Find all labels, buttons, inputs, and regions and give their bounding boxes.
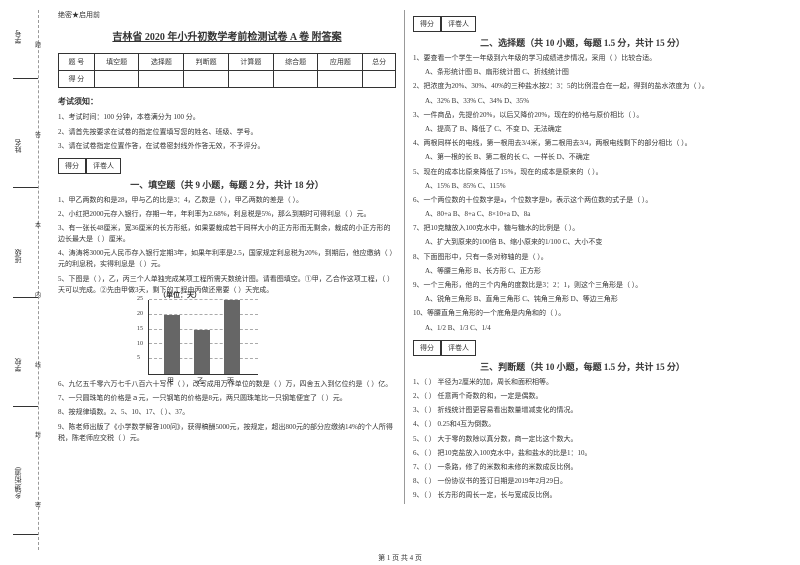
question: 4、两根同样长的电线，第一根用去3/4米，第二根用去3/4，两根电线剩下的部分相… xyxy=(413,138,752,149)
question: 10、等腰直角三角形的一个底角是内角和的（ ）。 xyxy=(413,308,752,319)
options: A、扩大到原来的100倍 B、缩小原来的1/100 C、大小不变 xyxy=(413,237,752,248)
options: A、提高了 B、降低了 C、不变 D、无法确定 xyxy=(413,124,752,135)
options: A、15% B、85% C、115% xyxy=(413,181,752,192)
question: 2、把浓度为20%、30%、40%的三种盐水按2：3：5的比例混合在一起，得到的… xyxy=(413,81,752,92)
binding-vert-char: 内 xyxy=(35,290,41,299)
question: 5、现在的成本比原来降低了15%，现在的成本是原来的（ ）。 xyxy=(413,167,752,178)
binding-label: 班级 xyxy=(13,249,23,263)
binding-label: 姓名 xyxy=(13,139,23,153)
binding-vert-char: 线 xyxy=(35,360,41,369)
tf-item: 6、（ ） 把10克盐放入100克水中，盐和盐水的比是1：10。 xyxy=(413,448,752,459)
page-content: 绝密★启用前 吉林省 2020 年小升初数学考前检测试卷 A 卷 附答案 题 号… xyxy=(0,0,800,509)
binding-label: 乡镇(街道) xyxy=(13,467,23,500)
binding-vert-char: 本 xyxy=(35,220,41,229)
page-footer: 第 1 页 共 4 页 xyxy=(0,553,800,563)
tf-item: 4、（ ） 0.25和4互为倒数。 xyxy=(413,419,752,430)
question: 5、下图是（ ），乙，丙三个人单独完成某项工程所需天数统计图。请看图填空。①甲，… xyxy=(58,274,396,296)
bar xyxy=(164,315,180,374)
question: 4、涛涛将3000元人民币存入银行定期3年，如果年利率是2.5，国家规定利息税为… xyxy=(58,248,396,270)
binding-vert-char: 题 xyxy=(35,40,41,49)
tf-item: 2、（ ） 任意两个奇数的和，一定是偶数。 xyxy=(413,391,752,402)
binding-field: 姓名 xyxy=(13,139,38,188)
sec-cell: 得分 xyxy=(413,16,441,32)
question: 2、小红把2000元存入银行，存期一年，年利率为2.68%，利息税是5%，那么到… xyxy=(58,209,396,220)
options: A、锐角三角形 B、直角三角形 C、钝角三角形 D、等边三角形 xyxy=(413,294,752,305)
col-header: 总分 xyxy=(363,54,396,71)
ytick: 20 xyxy=(137,311,143,317)
binding-vert-char: 答 xyxy=(35,130,41,139)
section-header: 得分 评卷人 xyxy=(58,158,396,174)
col-header: 选择题 xyxy=(139,54,184,71)
notice: 3、请在试卷指定位置作答，在试卷密封线外作答无效，不予评分。 xyxy=(58,141,396,152)
binding-field: 学号 xyxy=(13,30,38,79)
col-header: 判断题 xyxy=(184,54,229,71)
row-label: 得 分 xyxy=(59,71,95,88)
binding-field: 乡镇(街道) xyxy=(13,467,38,535)
xlabel: 乙 xyxy=(197,376,204,386)
col-header: 计算题 xyxy=(228,54,273,71)
question: 1、要查看一个学生一年级到六年级的学习成绩进步情况，采用（ ）比较合适。 xyxy=(413,53,752,64)
question: 3、一件商品，先提价20%，以后又降价20%，现在的价格与原价相比（ ）。 xyxy=(413,110,752,121)
binding-area: 学号 姓名 班级 学校 乡镇(街道) xyxy=(0,0,50,565)
binding-field: 班级 xyxy=(13,249,38,298)
xlabel: 丙 xyxy=(227,376,234,386)
ytick: 15 xyxy=(137,326,143,332)
binding-vert-char: 封 xyxy=(35,430,41,439)
exam-title: 吉林省 2020 年小升初数学考前检测试卷 A 卷 附答案 xyxy=(58,28,396,43)
options: A、1/2 B、1/3 C、1/4 xyxy=(413,323,752,334)
notice: 1、考试时间：100 分钟，本卷满分为 100 分。 xyxy=(58,112,396,123)
sec-cell: 得分 xyxy=(58,158,86,174)
sec-cell: 得分 xyxy=(413,340,441,356)
col-header: 应用题 xyxy=(318,54,363,71)
tf-item: 7、（ ） 一条路，修了的米数和未修的米数成反比例。 xyxy=(413,462,752,473)
question: 7、把10克糖放入100克水中，糖与糖水的比例是（ ）。 xyxy=(413,223,752,234)
ytick: 10 xyxy=(137,341,143,347)
tf-item: 8、（ ） 一份协议书的签订日期是2019年2月29日。 xyxy=(413,476,752,487)
section-title: 一、填空题（共 9 小题，每题 2 分，共计 18 分） xyxy=(58,178,396,191)
options: A、第一根的长 B、第二根的长 C、一样长 D、不确定 xyxy=(413,152,752,163)
question: 9、一个三角形，他的三个内角的度数比是3：2：1，则这个三角形是（ ）。 xyxy=(413,280,752,291)
section-header: 得分 评卷人 xyxy=(413,16,752,32)
ytick: 25 xyxy=(137,296,143,302)
bar-chart: （单位：天） 5 10 15 20 25 甲 乙 丙 xyxy=(148,300,258,375)
options: A、32% B、33% C、34% D、35% xyxy=(413,96,752,107)
options: A、等腰三角形 B、长方形 C、正方形 xyxy=(413,266,752,277)
tf-item: 9、（ ） 长方形的周长一定，长与宽成反比例。 xyxy=(413,490,752,501)
question: 8、下面图形中，只有一条对称轴的是（ ）。 xyxy=(413,252,752,263)
section-header: 得分 评卷人 xyxy=(413,340,752,356)
secret-mark: 绝密★启用前 xyxy=(58,10,396,20)
left-column: 绝密★启用前 吉林省 2020 年小升初数学考前检测试卷 A 卷 附答案 题 号… xyxy=(50,10,405,504)
sec-cell: 评卷人 xyxy=(441,16,476,32)
options: A、条形统计图 B、扇形统计图 C、折线统计图 xyxy=(413,67,752,78)
binding-vert-char: 密 xyxy=(35,500,41,509)
question: 3、有一张长48厘米，宽36厘米的长方形纸，如果要裁成若干同样大小的正方形而无剩… xyxy=(58,223,396,245)
notice: 2、请首先按要求在试卷的指定位置填写您的姓名、班级、学号。 xyxy=(58,127,396,138)
sec-cell: 评卷人 xyxy=(86,158,121,174)
binding-label: 学号 xyxy=(13,30,23,44)
section-title: 二、选择题（共 10 小题，每题 1.5 分，共计 15 分） xyxy=(413,36,752,49)
question: 7、一只圆珠笔的价格是ａ元，一只钢笔的价格是8元，两只圆珠笔比一只钢笔便宜了（ … xyxy=(58,393,396,404)
question: 6、一个两位数的十位数字是a，个位数字是b，表示这个两位数的式子是（ ）。 xyxy=(413,195,752,206)
binding-label: 学校 xyxy=(13,358,23,372)
tf-item: 1、（ ） 半径为2厘米的加，周长和面积相等。 xyxy=(413,377,752,388)
question: 1、甲乙两数的和是28，甲与乙的比是3：4，乙数是（ ），甲乙两数的差是（ ）。 xyxy=(58,195,396,206)
score-table: 题 号 填空题 选择题 判断题 计算题 综合题 应用题 总分 得 分 xyxy=(58,53,396,88)
question: 9、陈老师出版了《小学数学解答100问》，获得稿酬5000元，按规定，超出800… xyxy=(58,422,396,444)
col-header: 填空题 xyxy=(94,54,139,71)
col-header: 题 号 xyxy=(59,54,95,71)
bar xyxy=(194,330,210,374)
options: A、80+a B、8+a C、8×10+a D、8a xyxy=(413,209,752,220)
notice-title: 考试须知： xyxy=(58,96,396,107)
tf-item: 3、（ ） 折线统计图更容易看出数量增减变化的情况。 xyxy=(413,405,752,416)
question: 8、按规律填数。2、5、10、17、（ ）、37。 xyxy=(58,407,396,418)
ytick: 5 xyxy=(137,355,140,361)
binding-field: 学校 xyxy=(13,358,38,407)
xlabel: 甲 xyxy=(167,376,174,386)
section-title: 三、判断题（共 10 小题，每题 1.5 分，共计 15 分） xyxy=(413,360,752,373)
sec-cell: 评卷人 xyxy=(441,340,476,356)
bar xyxy=(224,300,240,374)
tf-item: 5、（ ） 大于零的数除以真分数，商一定比这个数大。 xyxy=(413,434,752,445)
right-column: 得分 评卷人 二、选择题（共 10 小题，每题 1.5 分，共计 15 分） 1… xyxy=(405,10,760,504)
col-header: 综合题 xyxy=(273,54,318,71)
